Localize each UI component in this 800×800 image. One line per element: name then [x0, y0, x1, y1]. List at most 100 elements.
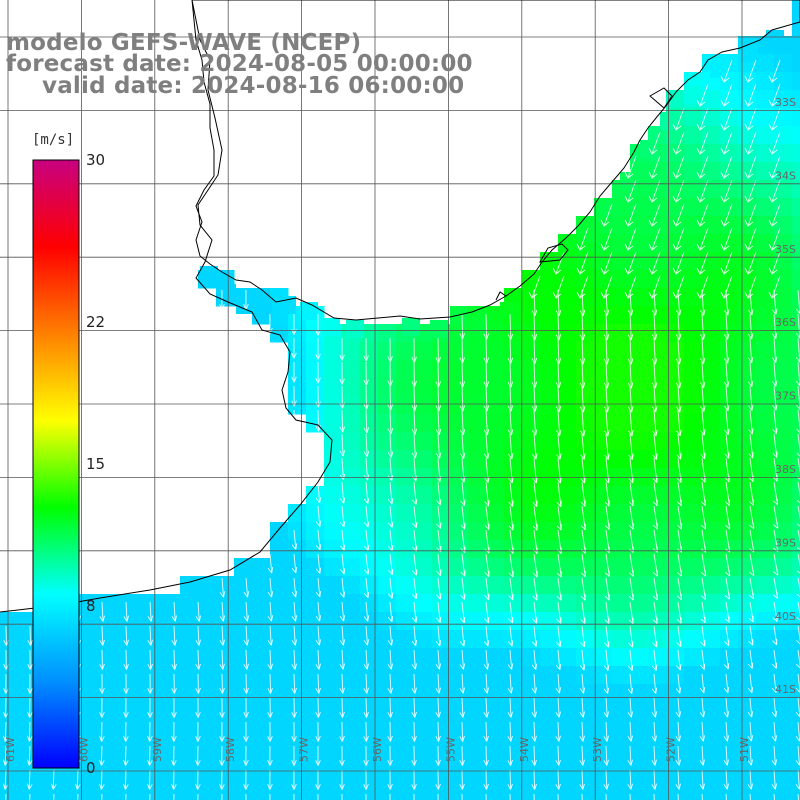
wind-arrow — [339, 721, 345, 742]
wind-arrow — [652, 385, 658, 413]
wind-arrow — [483, 697, 489, 718]
wind-arrow — [772, 553, 779, 576]
wind-arrow — [27, 697, 33, 718]
title-valid-date: valid date: 2024-08-16 06:00:00 — [42, 73, 465, 99]
wind-arrow — [744, 59, 757, 84]
wind-arrow — [243, 577, 250, 598]
wind-arrow — [315, 409, 321, 432]
wind-arrow — [435, 337, 441, 364]
wind-arrow — [604, 505, 610, 530]
wind-arrow — [364, 553, 370, 575]
wind-arrow — [99, 721, 105, 742]
wind-arrow — [339, 505, 346, 528]
wind-arrow — [219, 601, 226, 622]
wind-arrow — [291, 409, 297, 431]
wind-arrow — [701, 793, 703, 800]
wind-arrow — [771, 721, 778, 742]
wind-arrow — [101, 793, 103, 800]
wind-arrow — [676, 385, 682, 413]
wind-arrow — [724, 289, 730, 316]
wind-arrow — [363, 625, 370, 646]
wind-arrow — [768, 203, 781, 228]
wind-arrow — [724, 601, 730, 623]
wind-arrow — [603, 337, 610, 365]
wind-arrow — [748, 289, 754, 316]
wind-arrow — [724, 481, 730, 506]
wind-arrow — [243, 625, 249, 646]
wind-arrow — [459, 721, 465, 742]
wind-arrow — [508, 577, 514, 601]
latitude-label: 34S — [775, 169, 796, 182]
wind-arrow — [651, 697, 658, 718]
wind-arrow — [627, 313, 634, 341]
wind-arrow — [675, 721, 681, 742]
wind-arrow — [797, 793, 799, 800]
wind-arrow — [771, 697, 778, 718]
wind-arrow — [720, 59, 733, 84]
wind-arrow — [744, 251, 757, 276]
wind-arrow — [147, 649, 153, 670]
latitude-label: 36S — [775, 316, 796, 329]
wind-arrow — [556, 505, 562, 531]
wind-arrow — [555, 745, 561, 766]
wind-arrow — [580, 553, 586, 578]
wind-arrow — [675, 745, 681, 766]
wind-arrow — [507, 697, 513, 718]
wind-arrow — [388, 529, 394, 552]
wind-arrow — [675, 313, 682, 340]
wind-arrow — [652, 601, 658, 624]
wind-arrow — [436, 553, 442, 577]
longitude-label: 61W — [4, 737, 17, 762]
wind-arrow — [768, 155, 781, 180]
wind-arrow — [744, 227, 757, 252]
wind-arrow — [435, 625, 442, 647]
wind-arrow — [628, 577, 634, 601]
wind-arrow — [483, 721, 489, 742]
latitude-label: 40S — [775, 610, 796, 623]
colorbar-tick: 15 — [86, 455, 106, 473]
wind-arrow — [628, 409, 634, 437]
wind-arrow — [317, 793, 319, 800]
wind-arrow — [412, 553, 418, 576]
wind-arrow — [508, 601, 514, 624]
wind-arrow — [624, 155, 637, 180]
wind-arrow — [628, 457, 634, 484]
wind-arrow — [195, 625, 201, 646]
wind-arrow — [576, 275, 589, 300]
wind-arrow — [387, 433, 394, 458]
wind-arrow — [147, 769, 153, 790]
wind-arrow — [411, 673, 417, 694]
wind-arrow — [99, 673, 105, 694]
wind-arrow — [269, 793, 271, 800]
wind-arrow — [748, 625, 754, 646]
wind-arrow — [436, 577, 442, 600]
wind-arrow — [195, 769, 201, 790]
wind-arrow — [651, 313, 658, 341]
wind-arrow — [555, 313, 562, 341]
wind-arrow — [195, 649, 201, 670]
wind-arrow — [123, 745, 129, 766]
wind-arrow — [315, 361, 321, 384]
wind-arrow — [744, 83, 757, 108]
wind-arrow — [579, 769, 585, 790]
wind-arrow — [624, 251, 637, 276]
wind-arrow — [173, 793, 175, 800]
wind-arrow — [483, 745, 489, 766]
wind-arrow — [387, 361, 393, 387]
wind-arrow — [552, 275, 565, 300]
wind-arrow — [123, 697, 129, 718]
wind-arrow — [483, 769, 489, 790]
wind-arrow — [772, 625, 778, 646]
wind-arrow — [507, 649, 514, 670]
longitude-label: 53W — [591, 737, 604, 762]
wind-arrow — [195, 745, 201, 766]
wind-arrow — [339, 361, 345, 385]
wind-arrow — [411, 625, 418, 647]
wind-arrow — [771, 769, 778, 790]
wind-arrow — [555, 769, 561, 790]
wind-arrow — [197, 793, 199, 800]
wind-arrow — [556, 601, 562, 624]
wind-arrow — [507, 673, 513, 694]
wind-arrow — [579, 649, 586, 671]
wind-arrow — [603, 313, 610, 341]
